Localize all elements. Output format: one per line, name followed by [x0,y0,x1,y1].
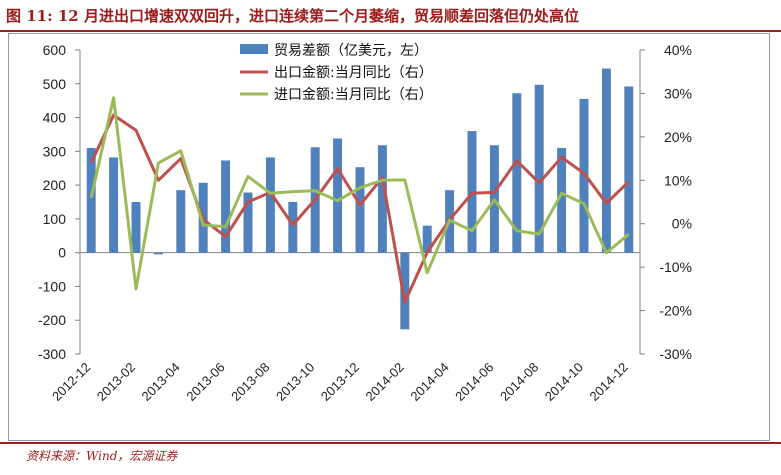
x-tick-label: 2013-02 [94,360,138,404]
right-tick-label: -10% [659,259,692,275]
left-tick-label: 200 [43,177,67,193]
x-tick-label: 2014-04 [407,360,451,404]
right-tick-label: 10% [664,172,692,188]
left-tick-label: 100 [43,211,67,227]
x-tick-label: 2014-08 [497,360,541,404]
x-tick-label: 2014-02 [363,360,407,404]
trade-balance-bar [579,98,589,253]
trade-balance-bar [512,93,522,253]
footer-divider [0,442,781,444]
right-tick-label: 40% [664,42,692,58]
export-growth-line [89,113,630,304]
trade-balance-bar [153,252,163,255]
trade-balance-bar [557,147,567,253]
right-tick-label: -20% [659,303,692,319]
chart-axes: 600 500 400 300 200 100 0 -100 -200 -300 40% 30% 20%… [38,42,692,362]
left-tick-label: -300 [38,346,66,362]
legend-swatch-bar [240,44,268,54]
trade-balance-bar [333,138,343,253]
right-tick-label: 20% [664,129,692,145]
left-tick-label: 600 [43,42,67,58]
x-tick-label: 2013-06 [183,360,227,404]
trade-balance-bar [221,160,231,253]
figure-title: 图 11: 12 月进出口增速双双回升，进口连续第二个月萎缩，贸易顺差回落但仍处… [6,7,579,25]
left-tick-label: -200 [38,312,66,328]
legend-label: 进口金额:当月同比（右） [274,87,433,103]
growth-lines [89,96,630,304]
trade-balance-bar [422,225,432,253]
trade-balance-bar [288,202,298,253]
left-tick-label: 0 [58,245,66,261]
chart-legend: 贸易差额（亿美元，左） 出口金额:当月同比（右） 进口金额:当月同比（右） [240,43,433,103]
trade-balance-bar [243,192,253,253]
right-tick-label: 30% [664,85,692,101]
trade-balance-bar [355,167,365,253]
title-divider [0,30,781,32]
left-tick-label: 500 [43,76,67,92]
right-tick-label: -30% [659,346,692,362]
trade-balance-bar [265,157,275,253]
trade-balance-bar [400,252,410,330]
import-growth-line [89,96,630,291]
trade-balance-bar [109,157,119,253]
left-tick-label: 300 [43,143,67,159]
x-tick-label: 2013-04 [139,360,183,404]
trade-chart: 600 500 400 300 200 100 0 -100 -200 -300 40% 30% 20%… [38,42,692,404]
x-tick-label: 2013-10 [273,360,317,404]
chart-frame [8,33,770,441]
x-tick-labels: 2012-12 2013-02 2013-04 2013-06 2013-08 2013-… [49,360,631,404]
right-tick-label: 0% [672,216,692,232]
x-tick-label: 2014-06 [452,360,496,404]
left-tick-label: -100 [38,278,66,294]
legend-label: 贸易差额（亿美元，左） [274,43,428,59]
trade-balance-bar [624,86,634,253]
trade-balance-bar [131,202,141,253]
source-note: 资料来源：Wind，宏源证券 [26,449,178,463]
trade-balance-bar [176,190,186,253]
trade-balance-bars [86,68,634,330]
x-tick-label: 2013-08 [228,360,272,404]
x-tick-label: 2014-10 [542,360,586,404]
x-tick-label: 2014-12 [587,360,631,404]
trade-balance-bar [534,84,544,253]
trade-balance-bar [86,147,96,253]
legend-label: 出口金额:当月同比（右） [274,65,433,81]
left-tick-label: 400 [43,110,67,126]
trade-balance-bar [377,145,387,253]
trade-balance-bar [601,68,611,253]
x-tick-label: 2012-12 [49,360,93,404]
x-tick-label: 2013-12 [318,360,362,404]
